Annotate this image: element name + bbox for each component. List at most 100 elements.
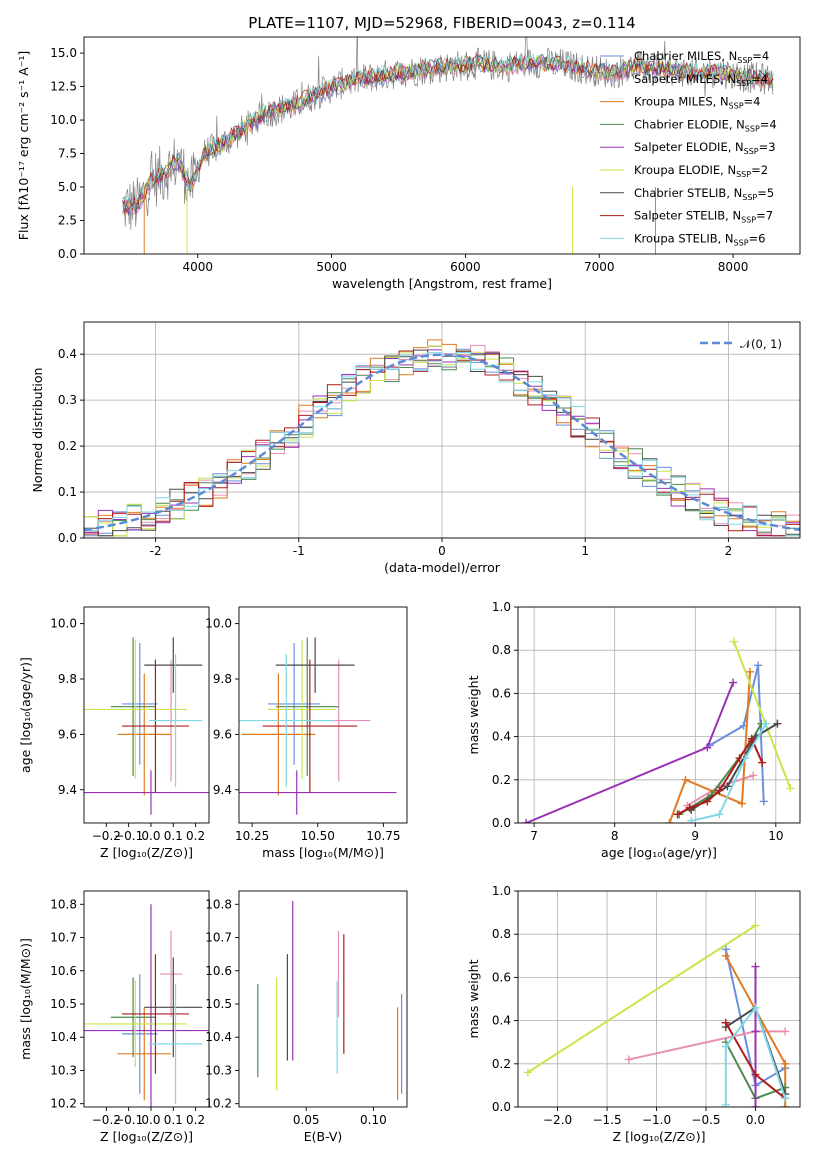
series-line	[690, 722, 778, 811]
point-marker	[715, 786, 724, 795]
point-marker	[773, 719, 782, 728]
y-tick-label: 9.4	[58, 783, 77, 797]
x-axis-label: age [log₁₀(age/yr)]	[601, 845, 717, 860]
x-tick-label: −0.1	[114, 829, 143, 843]
x-tick-label: 0.0	[746, 1113, 765, 1127]
residual-histogram	[84, 352, 800, 537]
point-marker	[523, 1068, 532, 1077]
panel-age_vs_mass: 10.25 10.50 10.75 9.4 9.6 9.8 10.0 mass [log₁₀(…	[205, 606, 408, 860]
legend-label: Chabrier MILES, N	[634, 49, 737, 63]
x-tick-label: 7	[530, 829, 538, 843]
legend-count: =3	[759, 140, 776, 154]
x-axis-label: E(B-V)	[304, 1129, 343, 1144]
point-marker	[786, 784, 795, 793]
x-tick-label: 0.05	[293, 1113, 320, 1127]
point-marker	[751, 921, 760, 930]
y-tick-label: 10.0	[50, 617, 77, 631]
legend-subscript: SSP	[745, 124, 760, 133]
x-tick-label: 0.0	[141, 829, 160, 843]
axes-frame	[83, 890, 210, 1108]
legend-entry: Kroupa MILES, NSSP=4	[634, 95, 760, 111]
x-tick-label: −1.5	[592, 1113, 621, 1127]
legend-label: Salpeter ELODIE, N	[634, 140, 744, 154]
x-tick-label: −0.1	[114, 1113, 143, 1127]
y-tick-label: 9.8	[58, 672, 77, 686]
plot-area	[518, 607, 800, 823]
x-tick-label: −0.5	[691, 1113, 720, 1127]
y-tick-label: 10.8	[205, 897, 232, 911]
point-marker	[751, 1103, 760, 1107]
y-tick-label: 1.0	[492, 600, 511, 614]
legend-subscript: SSP	[744, 147, 759, 156]
y-tick-label: 0.3	[58, 393, 77, 407]
point-marker	[751, 1027, 760, 1036]
y-tick-label: 10.8	[50, 897, 77, 911]
x-tick-label: 0.0	[141, 1113, 160, 1127]
legend-subscript: SSP	[734, 238, 749, 247]
model-line	[122, 52, 774, 212]
y-tick-label: 1.0	[492, 884, 511, 898]
x-tick-label: −0.2	[92, 829, 121, 843]
point-marker	[746, 667, 755, 676]
panel-massweight_vs_Z: −2.0 −1.5 −1.0 −0.5 0.0 0.0 0.2 0.4 0.6 0.8 1.0 Z […	[466, 884, 801, 1144]
x-tick-label: 8000	[718, 260, 749, 274]
point-marker	[681, 775, 690, 784]
x-axis-label: wavelength [Angstrom, rest frame]	[332, 276, 552, 291]
x-tick-label: 2	[725, 544, 733, 558]
y-tick-label: 0.6	[492, 686, 511, 700]
point-marker	[759, 797, 768, 806]
point-marker	[751, 1070, 760, 1079]
y-tick-label: 10.3	[50, 1063, 77, 1077]
y-tick-label: 10.3	[205, 1063, 232, 1077]
y-axis-label: Flux [fλ10⁻¹⁷ erg cm⁻² s⁻¹ A⁻¹]	[16, 51, 31, 240]
panel-mass_vs_EBV: 0.05 0.10 10.2 10.3 10.4 10.5 10.6 10.7 10.8 E(B-…	[205, 890, 408, 1144]
x-tick-label: 9	[691, 829, 699, 843]
gaussian-curve	[84, 353, 800, 532]
legend-subscript: SSP	[742, 193, 757, 202]
legend-count: =4	[760, 117, 777, 131]
point-marker	[522, 819, 531, 823]
legend-subscript: SSP	[741, 216, 756, 225]
y-tick-label: 0.4	[492, 1014, 511, 1028]
point-marker	[624, 1055, 633, 1064]
x-tick-label: 4000	[182, 260, 213, 274]
x-axis-label: Z [log₁₀(Z/Z⊙)]	[613, 1129, 706, 1144]
point-marker	[747, 734, 756, 743]
point-marker	[721, 1100, 730, 1107]
legend-entry: Chabrier STELIB, NSSP=5	[634, 186, 774, 202]
y-tick-label: 10.6	[50, 964, 77, 978]
legend-entry: Chabrier MILES, NSSP=4	[634, 49, 769, 65]
point-marker	[665, 819, 674, 823]
point-marker	[723, 782, 732, 791]
x-tick-label: 5000	[316, 260, 347, 274]
y-axis-label: mass weight	[466, 675, 481, 754]
y-tick-label: 0.6	[492, 970, 511, 984]
point-marker	[737, 799, 746, 808]
x-tick-label: 10	[768, 829, 783, 843]
legend-entry: Salpeter STELIB, NSSP=7	[634, 209, 773, 225]
y-tick-label: 10.2	[205, 1097, 232, 1111]
point-marker	[741, 754, 750, 763]
point-marker	[687, 816, 696, 823]
x-tick-label: -1	[293, 544, 305, 558]
legend-count: =7	[756, 209, 773, 223]
legend-subscript: SSP	[736, 170, 751, 179]
point-marker	[781, 1059, 790, 1068]
legend-count: =4	[752, 49, 769, 63]
axes-frame	[83, 606, 210, 824]
x-tick-label: 0	[438, 544, 446, 558]
panel-residuals: -2 -1 0 1 2 0.0 0.1 0.2 0.3 0.4 (data-model)/error…	[30, 321, 801, 575]
series-line	[628, 1030, 786, 1061]
point-marker	[729, 637, 738, 646]
point-marker	[673, 810, 682, 819]
y-tick-label: 0.2	[492, 1057, 511, 1071]
legend-label: Salpeter STELIB, N	[634, 209, 741, 223]
point-marker	[729, 678, 738, 687]
x-axis-label: mass [log₁₀(M/M⊙)]	[262, 845, 384, 860]
x-axis-label: (data-model)/error	[384, 560, 501, 575]
y-tick-label: 0.2	[492, 773, 511, 787]
y-tick-label: 0.0	[58, 247, 77, 261]
legend-entry: Salpeter ELODIE, NSSP=3	[634, 140, 776, 156]
point-marker	[754, 661, 763, 670]
